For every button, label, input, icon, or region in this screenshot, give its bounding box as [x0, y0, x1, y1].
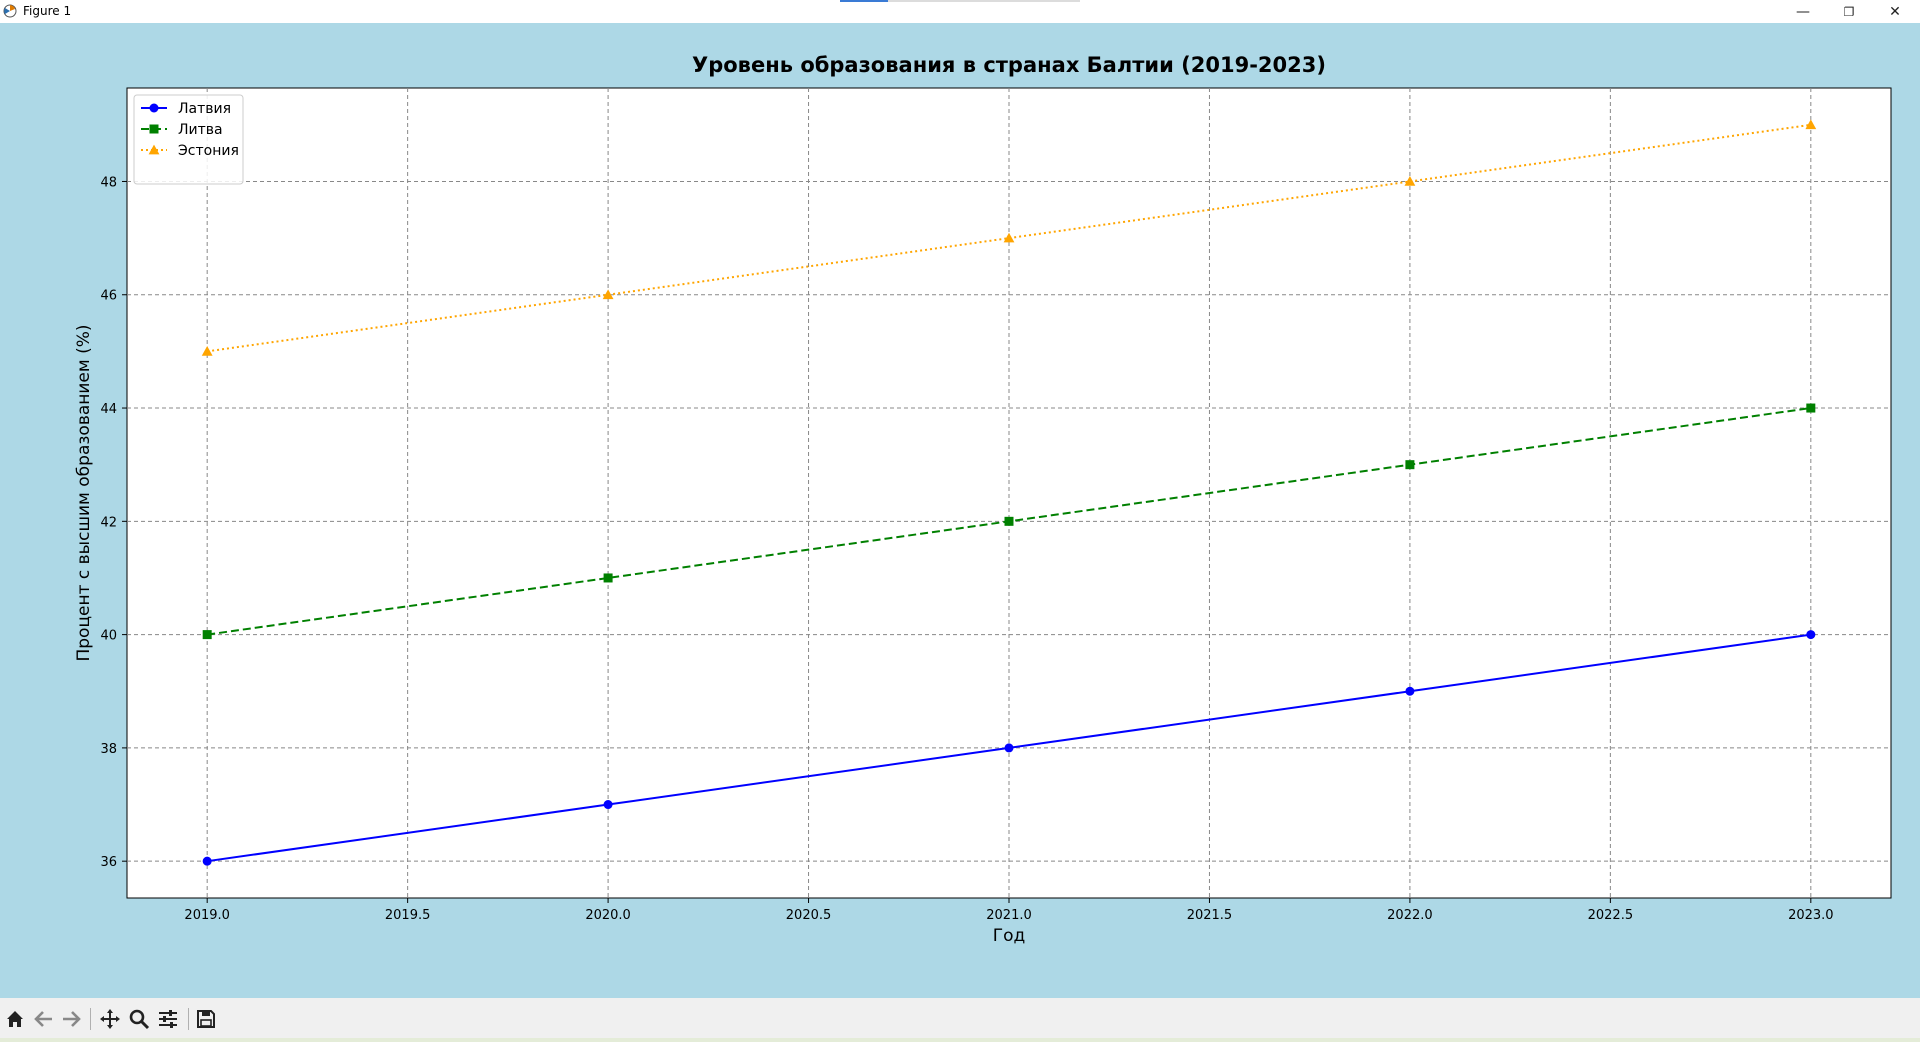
pan-button[interactable]	[97, 1006, 123, 1032]
forward-button[interactable]	[58, 1006, 84, 1032]
legend: Латвия Литва Эстония	[133, 94, 244, 185]
titlebar-accent	[840, 0, 888, 2]
data-point	[1806, 630, 1816, 640]
back-icon	[34, 1011, 52, 1027]
matplotlib-app-icon	[3, 4, 17, 18]
legend-marker	[149, 124, 159, 134]
pan-icon	[100, 1009, 120, 1029]
series-1	[202, 403, 1816, 640]
maximize-button[interactable]: ❐	[1843, 4, 1855, 19]
y-tick-label: 38	[100, 742, 117, 757]
save-button[interactable]	[193, 1006, 219, 1032]
status-strip	[0, 1038, 1920, 1042]
legend-box	[133, 94, 244, 185]
toolbar-separator	[90, 1008, 91, 1030]
legend-marker	[148, 144, 160, 155]
navigation-toolbar	[0, 998, 1920, 1042]
series-layer	[201, 119, 1817, 866]
legend-label: Эстония	[178, 143, 239, 159]
axis-ticks: 2019.0 2019.5 2020.0 2020.5 2021.0 2021.5 2022…	[100, 175, 1833, 923]
data-point	[1004, 743, 1014, 753]
y-tick-label: 40	[100, 629, 117, 644]
configure-subplots-button[interactable]	[155, 1006, 181, 1032]
legend-label: Литва	[178, 122, 223, 138]
data-point	[201, 345, 213, 356]
save-icon	[197, 1010, 215, 1028]
x-tick-label: 2022.0	[1387, 908, 1433, 923]
toolbar-separator	[188, 1008, 189, 1030]
data-point	[202, 856, 212, 866]
configure-icon	[159, 1010, 177, 1028]
forward-icon	[63, 1011, 81, 1027]
zoom-button[interactable]	[126, 1006, 152, 1032]
window-title: Figure 1	[23, 4, 72, 18]
x-tick-label: 2023.0	[1788, 908, 1834, 923]
x-tick-label: 2020.0	[585, 908, 631, 923]
x-tick-label: 2019.0	[184, 908, 230, 923]
minimize-button[interactable]: —	[1796, 3, 1810, 20]
data-point	[603, 573, 613, 583]
x-tick-label: 2019.5	[385, 908, 431, 923]
x-tick-label: 2021.0	[986, 908, 1032, 923]
back-button[interactable]	[31, 1006, 57, 1032]
window-titlebar: Figure 1 — ❐ ✕	[0, 0, 1920, 23]
figure-canvas: 2019.0 2019.5 2020.0 2020.5 2021.0 2021.5 2022…	[0, 23, 1920, 998]
data-point	[602, 289, 614, 300]
chart-title: Уровень образования в странах Балтии (20…	[692, 53, 1326, 77]
y-tick-label: 48	[100, 175, 117, 190]
series-2	[201, 119, 1817, 356]
legend-marker	[149, 103, 159, 113]
zoom-icon	[129, 1009, 150, 1030]
home-button[interactable]	[2, 1006, 28, 1032]
data-point	[1405, 686, 1415, 696]
data-point	[1004, 516, 1014, 526]
data-point	[1806, 403, 1816, 413]
x-tick-label: 2022.5	[1588, 908, 1634, 923]
x-tick-label: 2020.5	[786, 908, 832, 923]
data-point	[202, 630, 212, 640]
y-tick-label: 46	[100, 289, 117, 304]
grid-lines	[127, 88, 1891, 898]
close-button[interactable]: ✕	[1889, 3, 1901, 20]
y-tick-label: 44	[100, 402, 117, 417]
y-tick-label: 36	[100, 855, 117, 870]
titlebar-accent-track	[888, 0, 1080, 2]
y-axis-label: Процент с высшим образованием (%)	[74, 324, 94, 661]
home-icon	[7, 1011, 23, 1027]
line-chart: 2019.0 2019.5 2020.0 2020.5 2021.0 2021.5 2022…	[74, 53, 1892, 946]
data-point	[1003, 232, 1015, 243]
data-point	[1805, 119, 1817, 130]
x-tick-label: 2021.5	[1187, 908, 1233, 923]
data-point	[1404, 176, 1416, 186]
legend-label: Латвия	[178, 101, 231, 117]
data-point	[1405, 460, 1415, 470]
data-point	[603, 800, 613, 810]
x-axis-label: Год	[993, 926, 1026, 946]
series-0	[202, 630, 1816, 866]
y-tick-label: 42	[100, 515, 117, 530]
